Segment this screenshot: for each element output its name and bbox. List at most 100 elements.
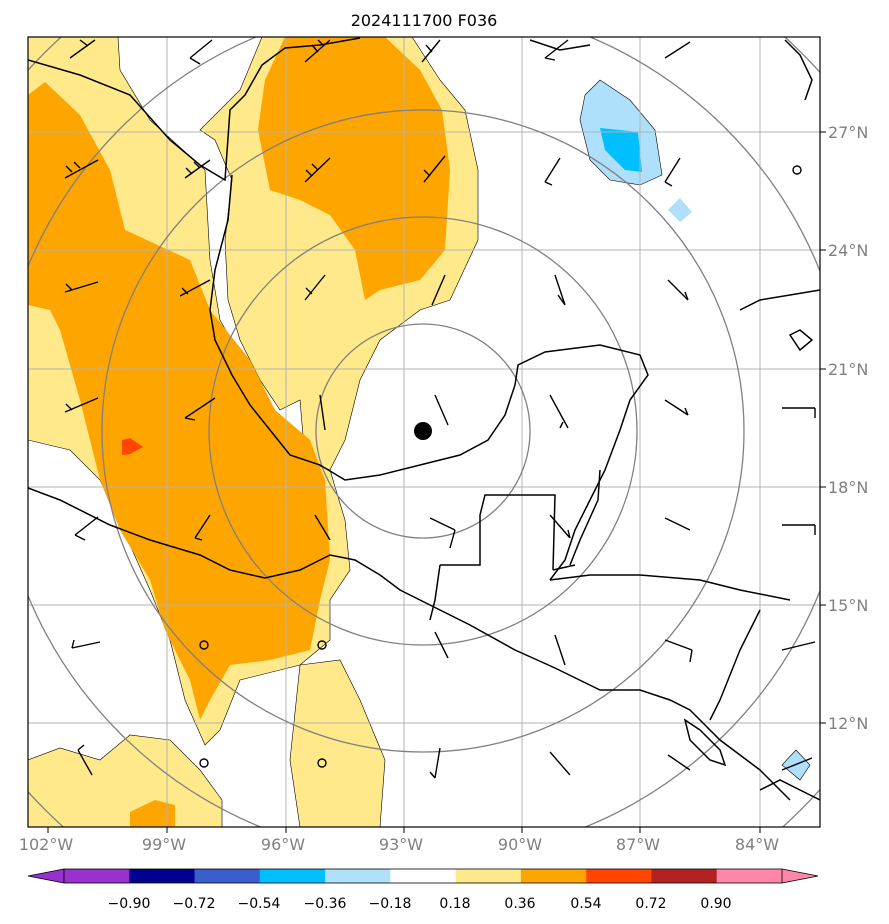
colorbar-segment bbox=[716, 869, 783, 883]
wind-barb bbox=[304, 274, 326, 301]
wind-barb bbox=[304, 39, 331, 63]
lon-tick-labels: 102°W 99°W 96°W 93°W 90°W 87°W 84°W bbox=[19, 835, 779, 854]
wind-barb bbox=[184, 397, 216, 421]
colorbar: −0.90 −0.72 −0.54 −0.36 −0.18 0.18 0.36 … bbox=[27, 868, 819, 912]
lon-tick-label: 84°W bbox=[735, 835, 779, 854]
colorbar-label: 0.72 bbox=[635, 896, 666, 912]
lat-tick-label: 15°N bbox=[828, 596, 868, 615]
colorbar-segments bbox=[64, 869, 783, 883]
wind-barb bbox=[781, 757, 813, 771]
wind-barb bbox=[554, 634, 566, 666]
orange-contour-west bbox=[28, 82, 330, 720]
colorbar-frame bbox=[63, 868, 783, 884]
wind-barb bbox=[434, 394, 449, 426]
wind-barb bbox=[782, 524, 816, 535]
wind-barb bbox=[664, 517, 691, 531]
map-frame bbox=[27, 36, 821, 828]
wind-barb bbox=[549, 514, 571, 539]
wind-barb bbox=[421, 39, 441, 63]
wind-barb bbox=[781, 641, 816, 651]
lon-tick-label: 87°W bbox=[616, 835, 660, 854]
coastline-florida bbox=[529, 39, 591, 51]
orange-contour-southwest bbox=[130, 800, 175, 827]
coastline-panama bbox=[759, 779, 820, 801]
colorbar-label: −0.90 bbox=[108, 896, 151, 912]
wind-barb bbox=[664, 399, 689, 416]
lon-tick-label: 99°W bbox=[142, 835, 186, 854]
wind-barb bbox=[64, 281, 99, 293]
wind-barb bbox=[549, 751, 571, 776]
lake-nicaragua bbox=[683, 718, 727, 767]
wind-barb bbox=[667, 754, 691, 771]
wind-barb bbox=[549, 394, 569, 429]
wind-barb bbox=[64, 159, 99, 179]
wind-barb bbox=[667, 279, 689, 301]
wind-barb bbox=[69, 39, 96, 59]
wind-barb bbox=[782, 407, 816, 418]
lat-tick-label: 21°N bbox=[828, 360, 868, 379]
coastline-northeast bbox=[784, 39, 813, 101]
wind-barb bbox=[429, 747, 441, 779]
coastline-honduras bbox=[549, 574, 791, 601]
wind-barb bbox=[544, 157, 561, 186]
wind-barb bbox=[304, 157, 331, 183]
wind-barb bbox=[184, 159, 211, 179]
wind-barb bbox=[71, 639, 101, 649]
coastlines bbox=[28, 37, 820, 801]
map-title: 2024111700 F036 bbox=[351, 11, 498, 30]
border-belize bbox=[552, 564, 576, 571]
colorbar-label: −0.18 bbox=[369, 896, 412, 912]
colorbar-label: 0.90 bbox=[700, 896, 731, 912]
colorbar-label: −0.54 bbox=[238, 896, 281, 912]
colorbar-segment bbox=[259, 869, 326, 883]
lat-tick-label: 27°N bbox=[828, 123, 868, 142]
colorbar-label: 0.18 bbox=[439, 896, 470, 912]
calm-marker bbox=[317, 758, 327, 768]
calm-marker bbox=[199, 640, 209, 650]
filled-contours bbox=[28, 37, 811, 827]
colorbar-segment bbox=[390, 869, 457, 883]
colorbar-segment bbox=[64, 869, 130, 883]
wind-barb bbox=[664, 639, 693, 663]
wind-barb bbox=[189, 39, 213, 65]
wind-barb bbox=[74, 516, 99, 541]
wind-barb bbox=[544, 39, 569, 61]
wind-barb bbox=[64, 397, 99, 413]
lat-tick-labels: 27°N 24°N 21°N 18°N 15°N 12°N bbox=[828, 123, 868, 733]
lat-tick-label: 24°N bbox=[828, 241, 868, 260]
calm-marker bbox=[792, 165, 802, 175]
lon-tick-label: 96°W bbox=[261, 835, 305, 854]
lon-tick-label: 93°W bbox=[379, 835, 423, 854]
wind-barbs bbox=[64, 39, 816, 779]
wind-barb bbox=[429, 517, 456, 549]
calm-wind-markers bbox=[199, 165, 802, 768]
wind-barb bbox=[423, 155, 446, 183]
lon-tick-label: 102°W bbox=[19, 835, 74, 854]
coastline-pacific bbox=[28, 487, 791, 801]
wind-barb bbox=[664, 41, 691, 59]
coastline-yucatan-east bbox=[569, 469, 601, 566]
wind-barb bbox=[664, 157, 681, 187]
yellow-contour-south bbox=[289, 659, 386, 827]
colorbar-segment bbox=[129, 869, 196, 883]
colorbar-label: 0.36 bbox=[504, 896, 535, 912]
colorbar-label: −0.36 bbox=[304, 896, 347, 912]
border-southern bbox=[429, 564, 441, 621]
wind-barb bbox=[431, 274, 446, 306]
center-marker bbox=[414, 422, 432, 440]
coastline-mexico-gulf bbox=[209, 174, 649, 581]
coastline-cuba-isle bbox=[788, 329, 814, 352]
wind-barb bbox=[194, 514, 211, 541]
coastline-us-gulf bbox=[28, 37, 361, 182]
orange-contour-north bbox=[258, 37, 450, 300]
light-blue-contour-spot bbox=[668, 198, 692, 222]
colorbar-segment bbox=[455, 869, 522, 883]
wind-barb bbox=[434, 631, 449, 659]
calm-marker bbox=[199, 758, 209, 768]
wind-barb bbox=[554, 274, 566, 306]
colorbar-labels: −0.90 −0.72 −0.54 −0.36 −0.18 0.18 0.36 … bbox=[108, 896, 732, 912]
colorbar-extend-high bbox=[781, 868, 819, 884]
colorbar-segment bbox=[520, 869, 587, 883]
